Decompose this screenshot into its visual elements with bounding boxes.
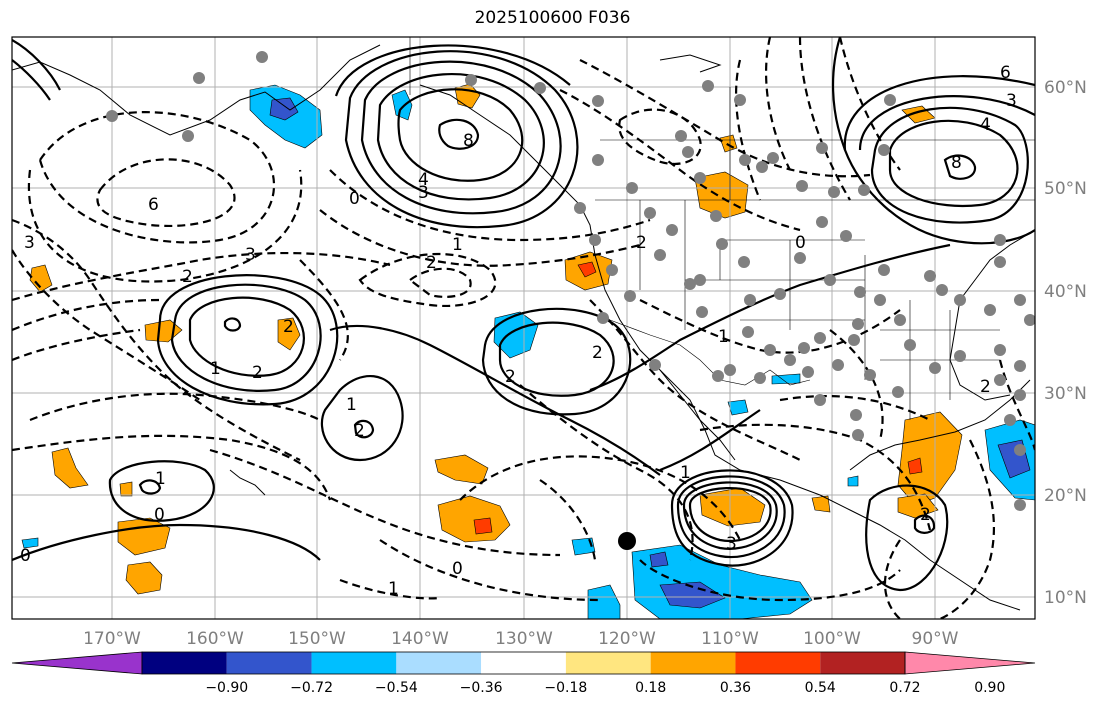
colorbar-label: −0.54 <box>375 680 418 696</box>
lon-label: 160°W <box>186 629 244 649</box>
colorbar-segment <box>650 652 736 674</box>
colorbar-frame <box>141 651 906 675</box>
lat-label: 30°N <box>1044 384 1087 404</box>
colorbar-segment <box>311 652 397 674</box>
lat-label: 60°N <box>1044 78 1087 98</box>
contour-label: 2 <box>505 367 516 387</box>
storm-center-marker <box>618 532 636 550</box>
lon-label: 130°W <box>495 629 553 649</box>
contour-label: 4 <box>418 170 429 190</box>
lon-label: 150°W <box>288 629 346 649</box>
plot-frame <box>11 36 1036 620</box>
contour-label: 1 <box>680 463 691 483</box>
contour-label: 1 <box>155 469 166 489</box>
colorbar-label: 0.72 <box>889 680 920 696</box>
lat-label: 40°N <box>1044 282 1087 302</box>
solid-contours <box>12 37 1035 592</box>
contour-label: 0 <box>795 233 806 253</box>
colorbar-label: 0.18 <box>635 680 666 696</box>
lon-label: 90°W <box>912 629 959 649</box>
contour-label: 1 <box>346 395 357 415</box>
contour-label: 4 <box>980 115 991 135</box>
contour-label: 3 <box>245 245 256 265</box>
longitude-labels: 170°W 160°W 150°W 140°W 130°W 120°W 110°… <box>83 629 959 649</box>
colorbar-label: −0.90 <box>205 680 248 696</box>
contour-label: 2 <box>592 343 603 363</box>
latitude-labels: 60°N 50°N 40°N 30°N 20°N 10°N <box>1044 78 1087 608</box>
colorbar-segment <box>142 652 227 674</box>
contour-label: 3 <box>24 233 35 253</box>
contour-label: 2 <box>354 421 365 441</box>
contour-label: 2 <box>182 267 193 287</box>
contour-label: 0 <box>452 559 463 579</box>
colorbar-label: 0.54 <box>805 680 836 696</box>
colorbar-segment <box>565 652 651 674</box>
contour-label: 3 <box>418 183 429 203</box>
contour-label: 1 <box>452 235 463 255</box>
contour-label: 2 <box>980 377 991 397</box>
colorbar-segment <box>735 652 821 674</box>
contour-label: 1 <box>388 579 399 599</box>
contour-label: 2 <box>252 363 263 383</box>
lat-label: 50°N <box>1044 179 1087 199</box>
contour-label: 2 <box>920 505 931 525</box>
contour-label: 0 <box>20 546 31 566</box>
colorbar-label: 0.90 <box>974 680 1005 696</box>
colorbar-segment <box>820 652 905 674</box>
contour-label: 3 <box>1006 91 1017 111</box>
colorbar-extend-high <box>904 651 1036 675</box>
colorbar: −0.90 −0.72 −0.54 −0.36 −0.18 0.18 0.36 0.54 0.7… <box>11 651 1036 696</box>
contour-labels: 8 6 4 3 2 1 0 1 2 2 1 2 2 3 1 0 1 3 0 0 … <box>20 63 1017 599</box>
lon-label: 140°W <box>391 629 449 649</box>
lon-label: 100°W <box>803 629 861 649</box>
colorbar-segment <box>481 652 566 674</box>
colorbar-label: 0.36 <box>720 680 751 696</box>
colorbar-label: −0.72 <box>290 680 333 696</box>
colorbar-segment <box>396 652 482 674</box>
map-title: 2025100600 F036 <box>474 8 631 28</box>
lon-label: 170°W <box>83 629 141 649</box>
contour-label: 2 <box>426 253 437 273</box>
contour-label: 0 <box>349 189 360 209</box>
colorbar-label: −0.36 <box>460 680 503 696</box>
lat-label: 10°N <box>1044 588 1087 608</box>
contour-label: 1 <box>210 359 221 379</box>
station-markers <box>106 51 1035 511</box>
lon-label: 110°W <box>701 629 759 649</box>
colorbar-extend-low <box>11 651 143 675</box>
dashed-contours <box>12 37 1035 619</box>
lon-label: 120°W <box>598 629 656 649</box>
contour-label: 0 <box>154 505 165 525</box>
contour-label: 8 <box>951 153 962 173</box>
political-borders <box>409 37 1035 420</box>
contour-label: 8 <box>463 131 474 151</box>
contour-label: 2 <box>636 233 647 253</box>
contour-label: 6 <box>148 195 159 215</box>
lat-label: 20°N <box>1044 486 1087 506</box>
contour-label: 3 <box>726 534 737 554</box>
colorbar-segment <box>226 652 312 674</box>
contour-label: 1 <box>718 327 729 347</box>
colorbar-label: −0.18 <box>544 680 587 696</box>
contour-label: 2 <box>283 317 294 337</box>
contour-label: 6 <box>1000 63 1011 83</box>
